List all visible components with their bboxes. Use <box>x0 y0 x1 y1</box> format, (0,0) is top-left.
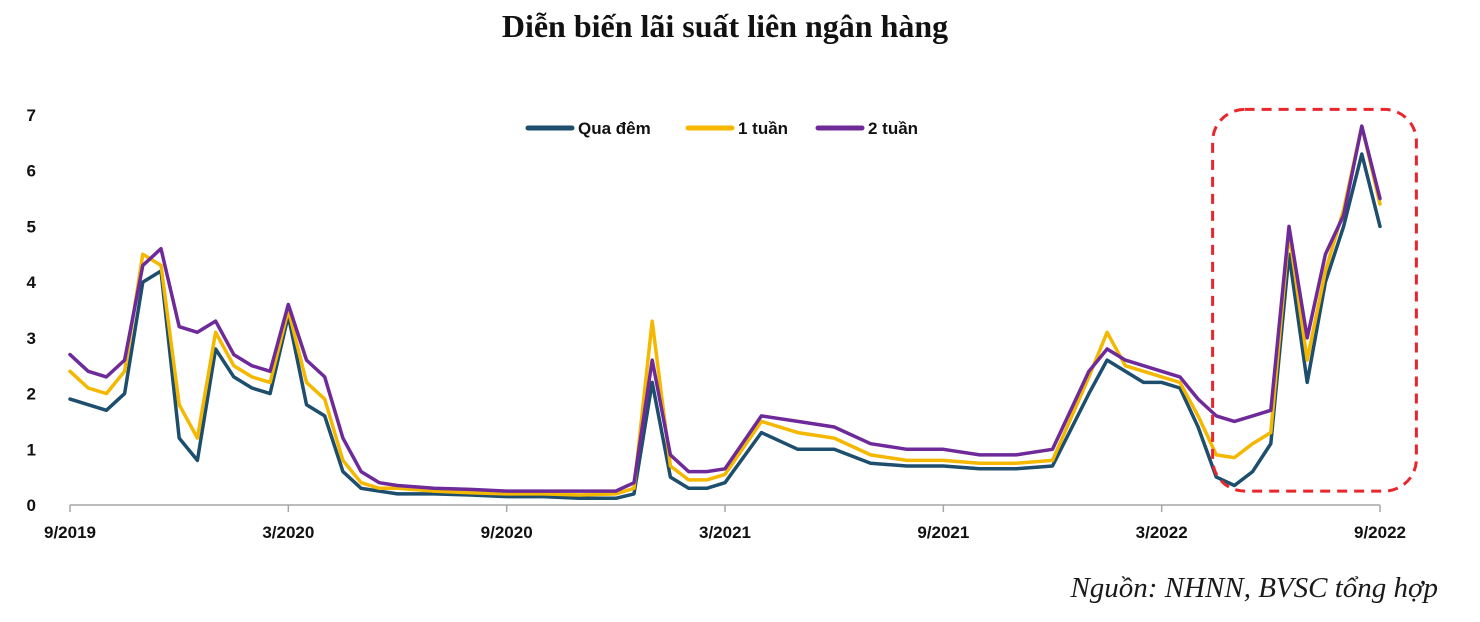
y-axis-ticks: 0 1 2 3 4 5 6 7 <box>27 106 37 515</box>
x-tick-label: 9/2022 <box>1354 523 1406 542</box>
x-tick-label: 3/2022 <box>1136 523 1188 542</box>
legend-label-3: 2 tuần <box>868 119 918 138</box>
x-tick-label: 9/2019 <box>44 523 96 542</box>
y-tick-label: 2 <box>27 385 36 404</box>
x-tick-label: 3/2020 <box>262 523 314 542</box>
y-tick-label: 0 <box>27 496 36 515</box>
x-tick-label: 3/2021 <box>699 523 751 542</box>
highlight-box <box>1211 107 1418 493</box>
legend-label-2: 1 tuần <box>738 119 788 138</box>
series-line-1 <box>68 152 1382 501</box>
chart-title: Diễn biến lãi suất liên ngân hàng <box>501 8 949 44</box>
series-lines <box>68 124 1382 501</box>
series-line-2 <box>68 124 1382 497</box>
y-tick-label: 5 <box>27 217 36 236</box>
series-line-3 <box>68 124 1382 493</box>
x-tick-label: 9/2021 <box>917 523 969 542</box>
source-note: Nguồn: NHNN, BVSC tổng hợp <box>1070 572 1438 604</box>
legend: Qua đêm 1 tuần 2 tuần <box>525 119 918 138</box>
y-tick-label: 3 <box>27 329 36 348</box>
y-tick-label: 6 <box>27 162 36 181</box>
y-tick-label: 1 <box>27 440 36 459</box>
y-tick-label: 4 <box>27 273 37 292</box>
x-tick-label: 9/2020 <box>481 523 533 542</box>
legend-label-1: Qua đêm <box>578 119 651 138</box>
y-tick-label: 7 <box>27 106 36 125</box>
x-axis: 9/2019 3/2020 9/2020 3/2021 9/2021 3/2022 9/20… <box>44 504 1406 542</box>
dashed-highlight-rect <box>1211 107 1418 493</box>
